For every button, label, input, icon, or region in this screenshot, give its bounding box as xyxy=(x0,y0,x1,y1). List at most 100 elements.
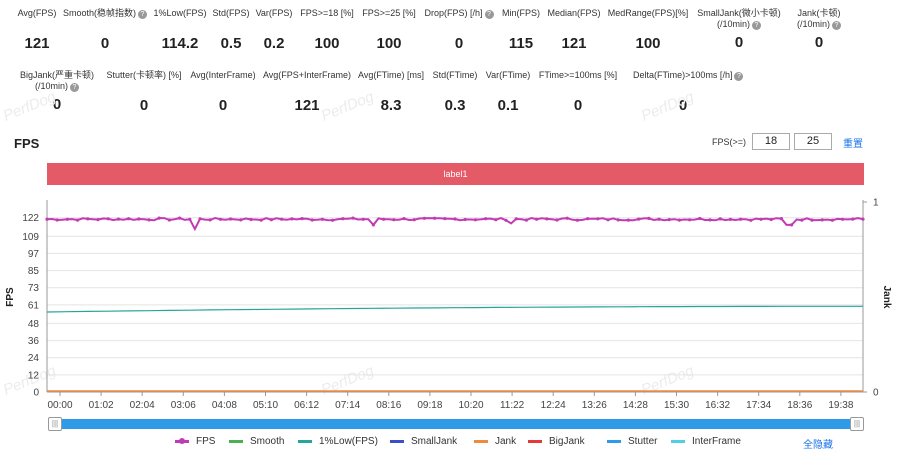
label-bar[interactable]: label1 xyxy=(47,163,864,185)
legend-label: InterFrame xyxy=(692,436,741,447)
stat-label: Drop(FPS) [/h]? xyxy=(409,8,509,19)
legend-item[interactable]: Stutter xyxy=(607,436,657,447)
help-icon[interactable]: ? xyxy=(484,10,494,19)
legend-swatch xyxy=(229,440,243,443)
fps-point xyxy=(657,217,661,221)
stat-label: Avg(FPS+InterFrame) xyxy=(262,70,352,80)
legend-item[interactable]: Jank xyxy=(474,436,516,447)
legend-item[interactable]: InterFrame xyxy=(671,436,741,447)
x-tick-label: 05:10 xyxy=(253,400,278,411)
legend-item[interactable]: 1%Low(FPS) xyxy=(298,436,378,447)
stat-label: SmallJank(微小卡顿) (/10min)? xyxy=(697,8,781,30)
help-icon[interactable]: ? xyxy=(832,21,841,30)
fps-point xyxy=(494,218,498,222)
stat-5: Std(FTime) 0.3 xyxy=(405,70,505,114)
help-icon[interactable]: ? xyxy=(752,21,761,30)
x-tick-label: 15:30 xyxy=(664,400,689,411)
fps-point xyxy=(188,217,192,221)
stat-value: 114.2 xyxy=(161,35,199,52)
fps-point xyxy=(341,217,345,221)
fps-point xyxy=(647,216,651,220)
stat-7: Drop(FPS) [/h]? 0 xyxy=(409,8,509,52)
help-icon[interactable]: ? xyxy=(138,10,147,19)
fps-point xyxy=(65,217,69,221)
stat-value: 121 xyxy=(24,35,50,52)
stat-value: 100 xyxy=(635,35,661,52)
stat-4: Var(FPS) 0.2 xyxy=(224,8,324,52)
fps-point xyxy=(402,217,406,221)
x-tick-label: 02:04 xyxy=(130,400,155,411)
fps-point xyxy=(106,217,110,221)
x-tick-label: 07:14 xyxy=(335,400,360,411)
fps-point xyxy=(239,218,243,222)
fps-point xyxy=(545,217,549,221)
legend-item[interactable]: Smooth xyxy=(229,436,284,447)
stat-label: Std(FPS) xyxy=(212,8,250,18)
fps-point xyxy=(45,217,49,221)
x-tick-label: 14:28 xyxy=(623,400,648,411)
y-tick-label: 109 xyxy=(22,232,39,243)
x-tick-label: 13:26 xyxy=(582,400,607,411)
slider-handle-right[interactable]: ||| xyxy=(850,417,864,431)
stat-1: Stutter(卡顿率) [%] 0 xyxy=(94,70,194,114)
fps-point xyxy=(320,217,324,221)
stat-6: FPS>=25 [%] 100 xyxy=(339,8,439,52)
legend-item[interactable]: BigJank xyxy=(528,436,585,447)
legend-item[interactable]: SmallJank xyxy=(390,436,457,447)
slider-handle-left[interactable]: ||| xyxy=(48,417,62,431)
time-range-slider[interactable]: ||| ||| xyxy=(48,417,864,431)
reset-button[interactable]: 重置 xyxy=(843,139,863,150)
help-icon[interactable]: ? xyxy=(70,83,79,92)
x-tick-label: 06:12 xyxy=(294,400,319,411)
x-tick-label: 10:20 xyxy=(458,400,483,411)
fps-threshold-label: FPS(>=) xyxy=(712,136,747,147)
fps-point xyxy=(841,217,845,221)
fps-point xyxy=(810,218,814,222)
fps-point xyxy=(484,217,488,221)
stat-9: Median(FPS) 121 xyxy=(524,8,624,52)
fps-point xyxy=(708,218,712,222)
stat-value: 0 xyxy=(139,97,149,114)
y-tick-label: 24 xyxy=(28,353,40,364)
fps-point xyxy=(616,218,620,222)
y-tick-label: 97 xyxy=(28,249,40,260)
fps-point xyxy=(453,217,457,221)
x-tick-label: 18:36 xyxy=(787,400,812,411)
time-range-track[interactable] xyxy=(48,419,864,429)
fps-point xyxy=(167,218,171,222)
fps-point xyxy=(759,217,763,221)
fps-point xyxy=(249,217,253,222)
stat-label: Std(FTime) xyxy=(432,70,478,80)
stat-label: BigJank(严重卡顿) (/10min)? xyxy=(19,70,94,92)
stat-6: Var(FTime) 0.1 xyxy=(458,70,558,114)
help-icon[interactable]: ? xyxy=(734,72,744,81)
stat-label: Avg(InterFrame) xyxy=(190,70,256,80)
fps-point xyxy=(86,217,90,221)
hide-all-button[interactable]: 全隐藏 xyxy=(803,440,833,451)
stat-11: SmallJank(微小卡顿) (/10min)? 0 xyxy=(689,8,789,51)
fps-point xyxy=(728,217,733,221)
fps-point xyxy=(667,218,671,222)
fps-point xyxy=(749,218,753,222)
stat-1: Smooth(稳帧指数)? 0 xyxy=(55,8,155,52)
stat-value: 0 xyxy=(52,96,62,113)
fps-point xyxy=(473,218,477,222)
stat-value: 100 xyxy=(314,35,340,52)
fps-point xyxy=(351,216,355,220)
legend-item[interactable]: FPS xyxy=(175,436,215,447)
fps-point xyxy=(269,218,273,222)
x-tick-label: 04:08 xyxy=(212,400,237,411)
legend-swatch xyxy=(390,440,404,443)
chart-title: FPS xyxy=(14,136,40,151)
y2-axis-label: Jank xyxy=(881,286,892,309)
x-tick-label: 19:38 xyxy=(828,400,853,411)
y-axis-label: FPS xyxy=(5,287,16,307)
stat-label: Avg(FPS) xyxy=(17,8,57,18)
fps-point xyxy=(300,217,304,221)
fps-threshold-input-1[interactable]: 18 xyxy=(752,133,791,150)
stat-8: Min(FPS) 115 xyxy=(471,8,571,52)
fps-threshold-input-2[interactable]: 25 xyxy=(794,133,833,150)
fps-point xyxy=(259,218,263,222)
y2-tick-label: 0 xyxy=(873,388,879,399)
fps-point xyxy=(688,218,692,222)
